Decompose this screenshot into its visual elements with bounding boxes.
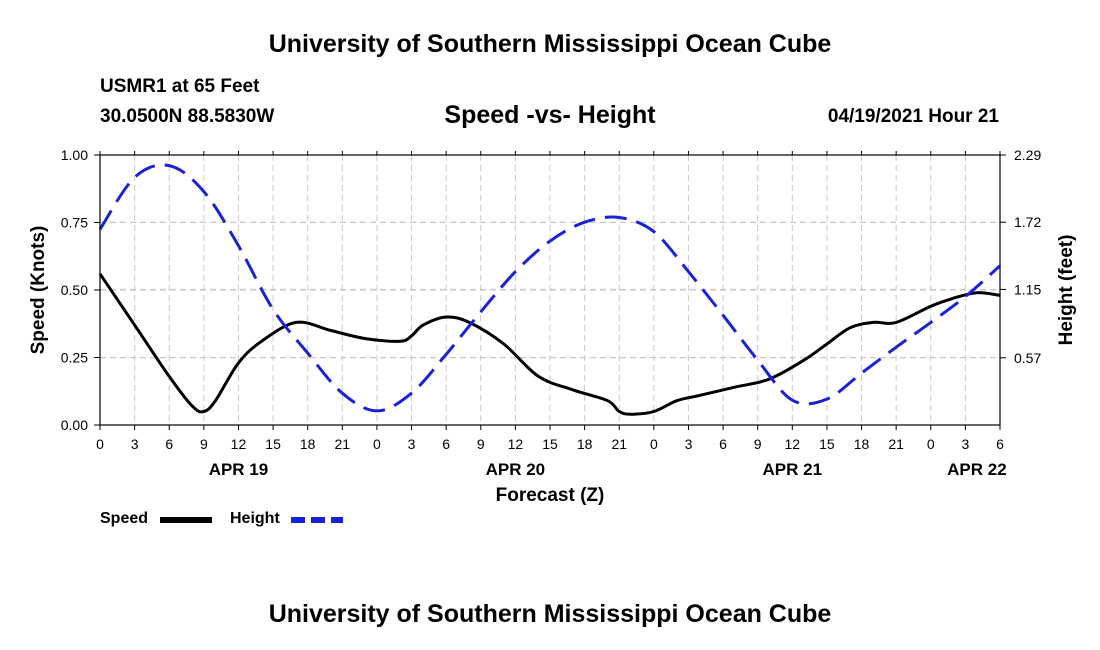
date-label: APR 22 <box>947 460 1007 479</box>
y-tick-label: 1.00 <box>61 147 88 163</box>
x-tick-label: 21 <box>335 436 351 452</box>
y2-tick-label: 0.57 <box>1014 350 1041 366</box>
y-tick-label: 0.25 <box>61 350 88 366</box>
grid <box>100 155 1000 425</box>
series-line-height <box>98 163 1001 413</box>
date-label: APR 19 <box>209 460 269 479</box>
y2-axis-title: Height (feet) <box>1056 235 1077 346</box>
legend-height-label: Height <box>230 510 280 527</box>
y-tick-label: 0.50 <box>61 282 88 298</box>
y-tick-label: 0.00 <box>61 417 88 433</box>
station-label: USMR1 at 65 Feet <box>100 76 260 97</box>
x-tick-label: 6 <box>165 436 173 452</box>
x-tick-label: 15 <box>265 436 281 452</box>
coordinates-label: 30.0500N 88.5830W <box>100 106 275 127</box>
x-tick-label: 6 <box>442 436 450 452</box>
y-axis-title: Speed (Knots) <box>28 226 49 355</box>
x-tick-label: 3 <box>685 436 693 452</box>
date-label: APR 20 <box>486 460 546 479</box>
y2-tick-label: 1.72 <box>1014 214 1041 230</box>
x-tick-label: 3 <box>961 436 969 452</box>
x-tick-label: 12 <box>508 436 524 452</box>
x-tick-label: 0 <box>650 436 658 452</box>
footer-title: University of Southern Mississippi Ocean… <box>268 600 832 628</box>
x-tick-label: 3 <box>131 436 139 452</box>
x-tick-label: 18 <box>300 436 316 452</box>
x-tick-label: 21 <box>611 436 627 452</box>
x-tick-label: 21 <box>888 436 904 452</box>
x-tick-label: 12 <box>785 436 801 452</box>
series-line-speed <box>98 272 1001 416</box>
x-tick-label: 15 <box>542 436 558 452</box>
chart-subtitle: Speed -vs- Height <box>444 101 656 129</box>
x-tick-label: 0 <box>927 436 935 452</box>
series-layer <box>98 163 1001 416</box>
x-axis-title: Forecast (Z) <box>496 485 605 506</box>
x-tick-label: 9 <box>200 436 208 452</box>
axis-labels: 0 3 6 9 12 15 18 21 0 3 6 9 12 15 18 21 0 3 6 9 12 15 18 21 0 3 6 0… <box>28 147 1077 506</box>
date-label: APR 21 <box>763 460 823 479</box>
y-tick-label: 0.75 <box>61 215 88 231</box>
y2-tick-label: 1.15 <box>1014 281 1041 297</box>
x-tick-label: 12 <box>231 436 247 452</box>
forecast-datetime: 04/19/2021 Hour 21 <box>827 106 999 127</box>
x-tick-label: 18 <box>854 436 870 452</box>
x-tick-label: 15 <box>819 436 835 452</box>
x-tick-label: 9 <box>477 436 485 452</box>
x-tick-label: 0 <box>373 436 381 452</box>
legend-speed-label: Speed <box>100 510 149 527</box>
x-tick-label: 9 <box>754 436 762 452</box>
ticks <box>94 151 1006 430</box>
x-tick-label: 6 <box>719 436 727 452</box>
chart-title: University of Southern Mississippi Ocean… <box>268 30 832 58</box>
x-tick-label: 6 <box>996 436 1004 452</box>
y2-tick-label: 2.29 <box>1014 147 1041 163</box>
x-tick-label: 0 <box>96 436 104 452</box>
x-tick-label: 3 <box>408 436 416 452</box>
x-tick-label: 18 <box>577 436 593 452</box>
